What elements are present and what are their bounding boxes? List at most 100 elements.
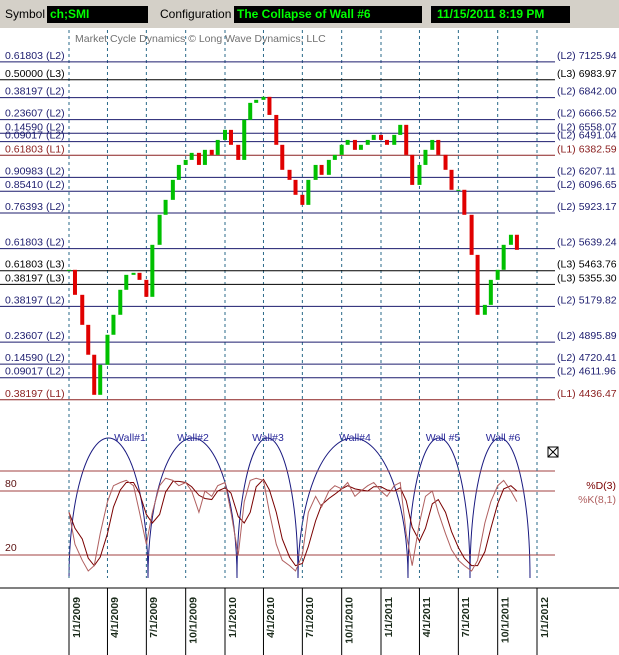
candle [417, 164, 422, 185]
candle [131, 272, 136, 275]
level-ratio-label: 0.85410 (L2) [5, 179, 65, 191]
candle [443, 154, 448, 170]
candle [183, 159, 188, 165]
level-tag: (L1) [46, 388, 65, 400]
level-ratio: 0.23607 [5, 107, 43, 119]
level-price: 4611.96 [579, 366, 616, 378]
level-tag: (L2) [557, 107, 576, 119]
level-price-label: (L2) 6096.65 [557, 179, 617, 191]
candle [170, 179, 175, 200]
level-price: 4436.47 [579, 388, 617, 400]
level-tag: (L1) [557, 143, 576, 155]
candle [423, 149, 428, 165]
y-tick-label: 20 [5, 542, 17, 554]
level-tag: (L2) [46, 165, 65, 177]
level-price-label: (L2) 4720.41 [557, 352, 617, 364]
level-tag: (L3) [46, 272, 65, 284]
level-tag: (L2) [557, 236, 576, 248]
level-ratio: 0.09017 [5, 366, 43, 378]
candle [118, 289, 123, 315]
level-tag: (L2) [46, 294, 65, 306]
level-ratio: 0.61803 [5, 259, 43, 271]
close-box[interactable] [547, 446, 559, 458]
candle [202, 149, 207, 165]
level-tag: (L3) [557, 259, 576, 271]
subtitle: Market Cycle Dynamics © Long Wave Dynami… [75, 33, 326, 45]
level-price: 6491.04 [579, 129, 617, 141]
level-ratio: 0.38197 [5, 272, 43, 284]
candle [371, 134, 376, 140]
y-tick-label: 80 [5, 478, 17, 490]
level-tag: (L2) [46, 236, 65, 248]
level-tag: (L2) [557, 201, 576, 213]
candle [514, 234, 519, 250]
level-price-label: (L2) 7125.94 [557, 50, 617, 62]
level-ratio-label: 0.38197 (L1) [5, 388, 65, 400]
level-tag: (L2) [557, 330, 576, 342]
level-ratio: 0.23607 [5, 330, 43, 342]
candle [436, 139, 441, 155]
level-tag: (L2) [557, 294, 576, 306]
candle [144, 279, 149, 297]
candle [163, 199, 168, 215]
legend-label: %K(8,1) [578, 494, 616, 506]
close-box-frame[interactable] [547, 446, 559, 458]
candle [508, 234, 513, 245]
x-tick-label: 10/1/2010 [343, 597, 355, 644]
oscillator-line [68, 478, 518, 567]
level-tag: (L3) [557, 68, 576, 80]
candle [365, 139, 370, 145]
candle [176, 164, 181, 180]
level-tag: (L3) [557, 272, 576, 284]
level-ratio: 0.38197 [5, 85, 43, 97]
candle [404, 124, 409, 155]
x-tick-label: 7/1/2011 [460, 597, 472, 637]
wall-arcs [68, 437, 531, 579]
level-tag: (L2) [557, 121, 576, 133]
oscillator-line [68, 477, 518, 572]
x-tick-label: 4/1/2011 [421, 597, 433, 637]
wall-arc [147, 437, 238, 579]
wall-label: Wall#2 [177, 432, 209, 444]
candle [228, 129, 233, 145]
level-price-label: (L2) 5923.17 [557, 201, 617, 213]
candle [488, 279, 493, 305]
level-tag: (L2) [46, 366, 65, 378]
x-tick-label: 1/1/2011 [383, 597, 395, 637]
level-ratio-label: 0.90983 (L2) [5, 165, 65, 177]
level-ratio-label: 0.61803 (L2) [5, 50, 65, 62]
level-tag: (L2) [557, 50, 576, 62]
level-price-label: (L2) 6491.04 [557, 129, 617, 141]
candle [280, 144, 285, 170]
level-price: 6382.59 [579, 143, 617, 155]
candle [261, 96, 266, 100]
candle [67, 269, 71, 271]
candle [92, 354, 97, 395]
close-box-cross[interactable] [547, 446, 559, 458]
candle [326, 159, 331, 175]
level-price-label: (L1) 4436.47 [557, 388, 617, 400]
config-field[interactable]: The Collapse of Wall #6 [234, 6, 422, 23]
candle [98, 364, 103, 395]
candle [495, 269, 500, 280]
candle [215, 139, 220, 155]
level-ratio-label: 0.61803 (L1) [5, 143, 65, 155]
symbol-field[interactable]: ch;SMI [47, 6, 148, 23]
level-ratio-label: 0.14590 (L2) [5, 352, 65, 364]
candle [456, 189, 461, 191]
candle [196, 152, 201, 165]
candle [352, 139, 357, 150]
level-tag: (L2) [46, 201, 65, 213]
candle [111, 314, 116, 335]
candle [80, 294, 85, 325]
level-tag: (L2) [557, 165, 576, 177]
level-ratio: 0.38197 [5, 388, 43, 400]
symbol-label: Symbol [5, 7, 46, 21]
level-price-label: (L3) 5355.30 [557, 272, 617, 284]
candle [287, 169, 292, 180]
level-ratio-label: 0.09017 (L2) [5, 129, 65, 141]
level-price-label: (L2) 5639.24 [557, 236, 617, 248]
level-price: 6558.07 [579, 121, 617, 133]
